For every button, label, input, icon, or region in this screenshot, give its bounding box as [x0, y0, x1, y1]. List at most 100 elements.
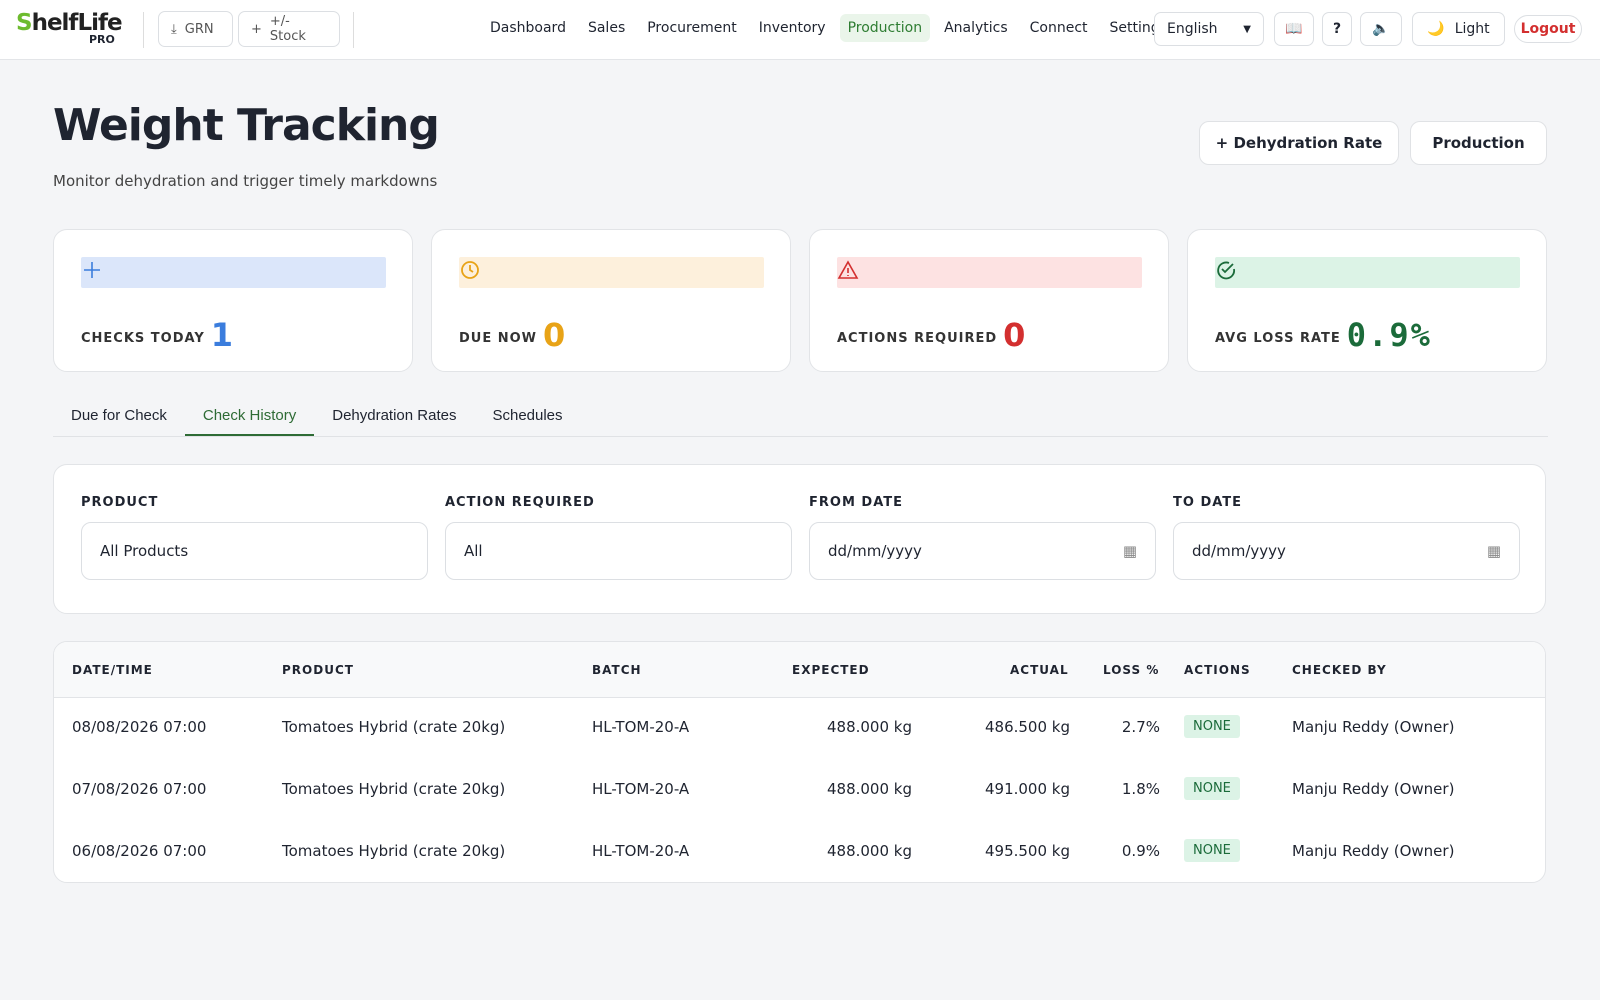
- filter-value: All Products: [100, 542, 189, 560]
- nav-link[interactable]: Dashboard: [490, 20, 566, 36]
- label: Light: [1454, 21, 1490, 37]
- filter-panel: PRODUCT All Products ACTION REQUIRED All FRO…: [53, 464, 1546, 614]
- table-cell: HL-TOM-20-A: [592, 842, 690, 860]
- label: English: [1167, 21, 1218, 37]
- column-header: ACTUAL: [1010, 663, 1069, 677]
- tabs: Due for Check Check History Dehydration …: [53, 397, 1548, 437]
- grn-button[interactable]: ⤓ GRN: [158, 11, 233, 47]
- history-table: DATE/TIME PRODUCT BATCH EXPECTED ACTUAL LOSS …: [53, 641, 1546, 883]
- docs-button[interactable]: 📖: [1274, 12, 1314, 46]
- tab[interactable]: Check History: [184, 397, 315, 436]
- stat-card: CHECKS TODAY 1: [53, 229, 413, 372]
- stat-strip: [837, 257, 1142, 288]
- nav-link[interactable]: Sales: [587, 20, 626, 36]
- nav-link[interactable]: Inventory: [758, 20, 826, 36]
- table-cell: HL-TOM-20-A: [592, 718, 690, 736]
- column-header: BATCH: [592, 663, 642, 677]
- stat-card: DUE NOW 0: [431, 229, 791, 372]
- calendar-icon: ▦: [1486, 542, 1501, 560]
- logo[interactable]: ShelfLife: [16, 10, 123, 36]
- stat-label: AVG LOSS RATE 0.9%: [1215, 316, 1432, 354]
- stat-label-text: CHECKS TODAY: [81, 331, 205, 346]
- main-nav: Dashboard Sales Procurement Inventory Pr…: [482, 14, 1175, 42]
- add-rate-button[interactable]: + Dehydration Rate: [1199, 121, 1399, 165]
- stat-value: 0: [543, 316, 568, 354]
- filter-input[interactable]: All: [445, 522, 792, 580]
- table-cell: 488.000 kg: [826, 780, 912, 798]
- tab[interactable]: Due for Check: [71, 407, 167, 424]
- table-cell: 2.7%: [1121, 718, 1160, 736]
- table-cell: 488.000 kg: [826, 718, 912, 736]
- table-cell: Tomatoes Hybrid (crate 20kg): [282, 780, 506, 798]
- filter-input[interactable]: All Products: [81, 522, 428, 580]
- table-cell: Manju Reddy (Owner): [1292, 718, 1455, 736]
- table-cell: 486.500 kg: [984, 718, 1070, 736]
- language-select[interactable]: English ▼: [1154, 12, 1264, 46]
- filter-input[interactable]: dd/mm/yyyy ▦: [809, 522, 1156, 580]
- filter: ACTION REQUIRED All: [445, 495, 792, 580]
- table-cell: Tomatoes Hybrid (crate 20kg): [282, 842, 506, 860]
- table-row: 07/08/2026 07:00 Tomatoes Hybrid (crate 2…: [54, 760, 1545, 822]
- action-badge: NONE: [1184, 777, 1240, 800]
- table-cell: 06/08/2026 07:00: [72, 842, 207, 860]
- table-cell: 488.000 kg: [826, 842, 912, 860]
- table-cell: HL-TOM-20-A: [592, 780, 690, 798]
- separator: [143, 12, 144, 48]
- label: GRN: [184, 21, 214, 37]
- table-cell: Manju Reddy (Owner): [1292, 842, 1455, 860]
- nav-link[interactable]: Procurement: [647, 20, 737, 36]
- logout-button[interactable]: Logout: [1514, 15, 1582, 43]
- theme-button[interactable]: 🌙 Light: [1412, 12, 1505, 46]
- stat-label-text: AVG LOSS RATE: [1215, 331, 1341, 346]
- filter: PRODUCT All Products: [81, 495, 428, 580]
- nav-link[interactable]: Settings: [1109, 20, 1167, 36]
- table-cell: 07/08/2026 07:00: [72, 780, 207, 798]
- filter-value: dd/mm/yyyy: [828, 542, 922, 560]
- stock-button[interactable]: + +/- Stock: [238, 11, 340, 47]
- table-cell: 0.9%: [1121, 842, 1160, 860]
- logo-sub: PRO: [89, 33, 115, 46]
- stat-strip: [81, 257, 386, 288]
- stat-value: 0: [1003, 316, 1028, 354]
- stat-strip: [459, 257, 764, 288]
- filter-label: TO DATE: [1173, 495, 1243, 510]
- table-cell: Tomatoes Hybrid (crate 20kg): [282, 718, 506, 736]
- stat-icon: [84, 262, 100, 278]
- filter-label: ACTION REQUIRED: [445, 495, 595, 510]
- help-button[interactable]: ?: [1322, 12, 1352, 46]
- stat-label: CHECKS TODAY 1: [81, 316, 235, 354]
- nav-link[interactable]: Production: [839, 14, 931, 42]
- tab[interactable]: Dehydration Rates: [332, 407, 457, 424]
- table-cell: 08/08/2026 07:00: [72, 718, 207, 736]
- filter-input[interactable]: dd/mm/yyyy ▦: [1173, 522, 1520, 580]
- table-header: DATE/TIME PRODUCT BATCH EXPECTED ACTUAL LOSS …: [54, 642, 1545, 698]
- tab[interactable]: Schedules: [492, 407, 563, 424]
- filter: TO DATE dd/mm/yyyy ▦: [1173, 495, 1520, 580]
- filter-value: dd/mm/yyyy: [1192, 542, 1286, 560]
- stat-icon: [461, 261, 479, 279]
- stat-icon: [837, 260, 859, 279]
- filter-label: PRODUCT: [81, 495, 159, 510]
- stat-icon: [1217, 261, 1235, 280]
- action-badge: NONE: [1184, 715, 1240, 738]
- sound-button[interactable]: 🔈: [1360, 12, 1402, 46]
- nav-link[interactable]: Analytics: [944, 20, 1008, 36]
- action-badge: NONE: [1184, 839, 1240, 862]
- column-header: ACTIONS: [1184, 663, 1251, 677]
- chevron: ▼: [1243, 23, 1251, 35]
- icon: 🌙: [1427, 21, 1445, 37]
- production-button[interactable]: Production: [1410, 121, 1547, 165]
- filter-value: All: [464, 542, 483, 560]
- filter-label: FROM DATE: [809, 495, 903, 510]
- table-row: 06/08/2026 07:00 Tomatoes Hybrid (crate 2…: [54, 822, 1545, 882]
- table-row: 08/08/2026 07:00 Tomatoes Hybrid (crate 2…: [54, 698, 1545, 760]
- nav-link[interactable]: Connect: [1029, 20, 1088, 36]
- calendar-icon: ▦: [1122, 542, 1137, 560]
- page-title: Weight Tracking: [53, 100, 440, 151]
- stat-card: ACTIONS REQUIRED 0: [809, 229, 1169, 372]
- column-header: EXPECTED: [792, 663, 870, 677]
- icon: ⤓: [171, 21, 177, 37]
- stat-label: ACTIONS REQUIRED 0: [837, 316, 1027, 354]
- table-cell: 495.500 kg: [984, 842, 1070, 860]
